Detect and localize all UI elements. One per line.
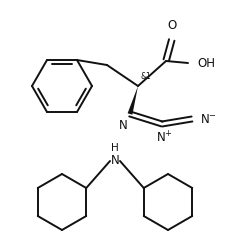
Polygon shape: [127, 86, 137, 115]
Text: $\mathdefault{N^{+}}$: $\mathdefault{N^{+}}$: [155, 130, 172, 145]
Text: $\mathdefault{N^{-}}$: $\mathdefault{N^{-}}$: [199, 113, 216, 125]
Text: O: O: [167, 19, 176, 32]
Text: OH: OH: [196, 57, 214, 69]
Text: N: N: [118, 119, 127, 132]
Text: &1: &1: [140, 72, 151, 81]
Text: H: H: [111, 143, 118, 153]
Text: N: N: [110, 154, 119, 168]
